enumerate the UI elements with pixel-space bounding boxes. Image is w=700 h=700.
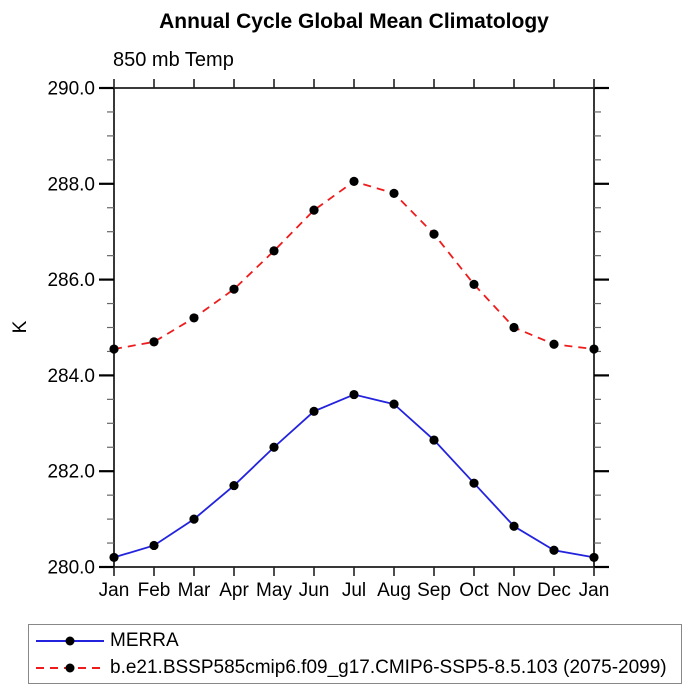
- data-point-marker: [109, 344, 119, 354]
- data-point-marker: [149, 337, 159, 347]
- data-point-marker: [109, 552, 119, 563]
- x-axis-tick-label: Dec: [537, 580, 571, 601]
- legend-label-model: b.e21.BSSP585cmip6.f09_g17.CMIP6-SSP5-8.…: [110, 657, 667, 678]
- data-point-marker: [509, 521, 519, 531]
- data-point-marker: [469, 478, 479, 488]
- x-axis-tick-label: Mar: [178, 580, 211, 601]
- x-axis-tick-label: Jan: [99, 580, 130, 601]
- x-axis-tick-label: Jan: [579, 580, 610, 601]
- data-point-marker: [309, 205, 319, 215]
- legend-item-merra: MERRA: [33, 627, 681, 654]
- y-axis-title: K: [10, 320, 31, 333]
- data-point-marker: [189, 514, 199, 524]
- data-point-marker: [309, 406, 319, 416]
- data-point-marker: [189, 313, 199, 323]
- chart-title: Annual Cycle Global Mean Climatology: [159, 10, 549, 33]
- y-axis-tick-label: 290.0: [47, 79, 95, 100]
- series-line-0: [113, 393, 595, 559]
- x-axis-tick-label: Oct: [459, 580, 489, 601]
- legend-marker-icon: [65, 636, 75, 645]
- data-point-marker: [549, 545, 559, 555]
- data-point-marker: [549, 339, 559, 349]
- data-point-marker: [389, 188, 399, 198]
- plot-frame: [113, 87, 595, 568]
- x-axis-tick-label: Feb: [138, 580, 171, 601]
- chart-subtitle: 850 mb Temp: [113, 49, 234, 71]
- x-axis-tick-label: Jun: [299, 580, 330, 601]
- legend-item-model: b.e21.BSSP585cmip6.f09_g17.CMIP6-SSP5-8.…: [33, 654, 681, 681]
- data-point-marker: [429, 435, 439, 445]
- data-point-marker: [589, 552, 599, 563]
- x-axis-tick-label: May: [256, 580, 292, 601]
- legend-swatch-solid: [36, 636, 104, 645]
- y-axis-tick-label: 288.0: [47, 174, 95, 195]
- data-point-marker: [589, 344, 599, 354]
- data-point-marker: [349, 176, 359, 187]
- y-axis-tick-label: 280.0: [47, 558, 95, 579]
- data-point-marker: [509, 322, 519, 333]
- data-point-marker: [469, 279, 479, 289]
- data-point-marker: [269, 442, 279, 452]
- y-axis-tick-label: 284.0: [47, 366, 95, 387]
- series-line-1: [113, 180, 595, 350]
- x-axis-tick-label: Nov: [497, 580, 531, 601]
- x-axis-tick-label: Jul: [342, 580, 366, 601]
- legend-label-merra: MERRA: [110, 630, 179, 651]
- data-point-marker: [229, 480, 239, 491]
- legend-marker-icon: [65, 663, 75, 672]
- data-point-marker: [229, 284, 239, 294]
- x-axis-tick-label: Aug: [377, 580, 411, 601]
- y-axis-tick-label: 282.0: [47, 462, 95, 483]
- x-axis-tick-label: Sep: [417, 580, 451, 601]
- legend-box: MERRA b.e21.BSSP585cmip6.f09_g17.CMIP6-S…: [28, 624, 682, 684]
- legend-swatch-dashed: [36, 663, 104, 672]
- x-axis-tick-label: Apr: [219, 580, 249, 601]
- data-point-marker: [349, 389, 359, 400]
- data-point-marker: [149, 540, 159, 551]
- data-point-marker: [269, 246, 279, 256]
- y-axis-tick-label: 286.0: [47, 270, 95, 291]
- data-point-marker: [389, 399, 399, 409]
- data-point-marker: [429, 229, 439, 239]
